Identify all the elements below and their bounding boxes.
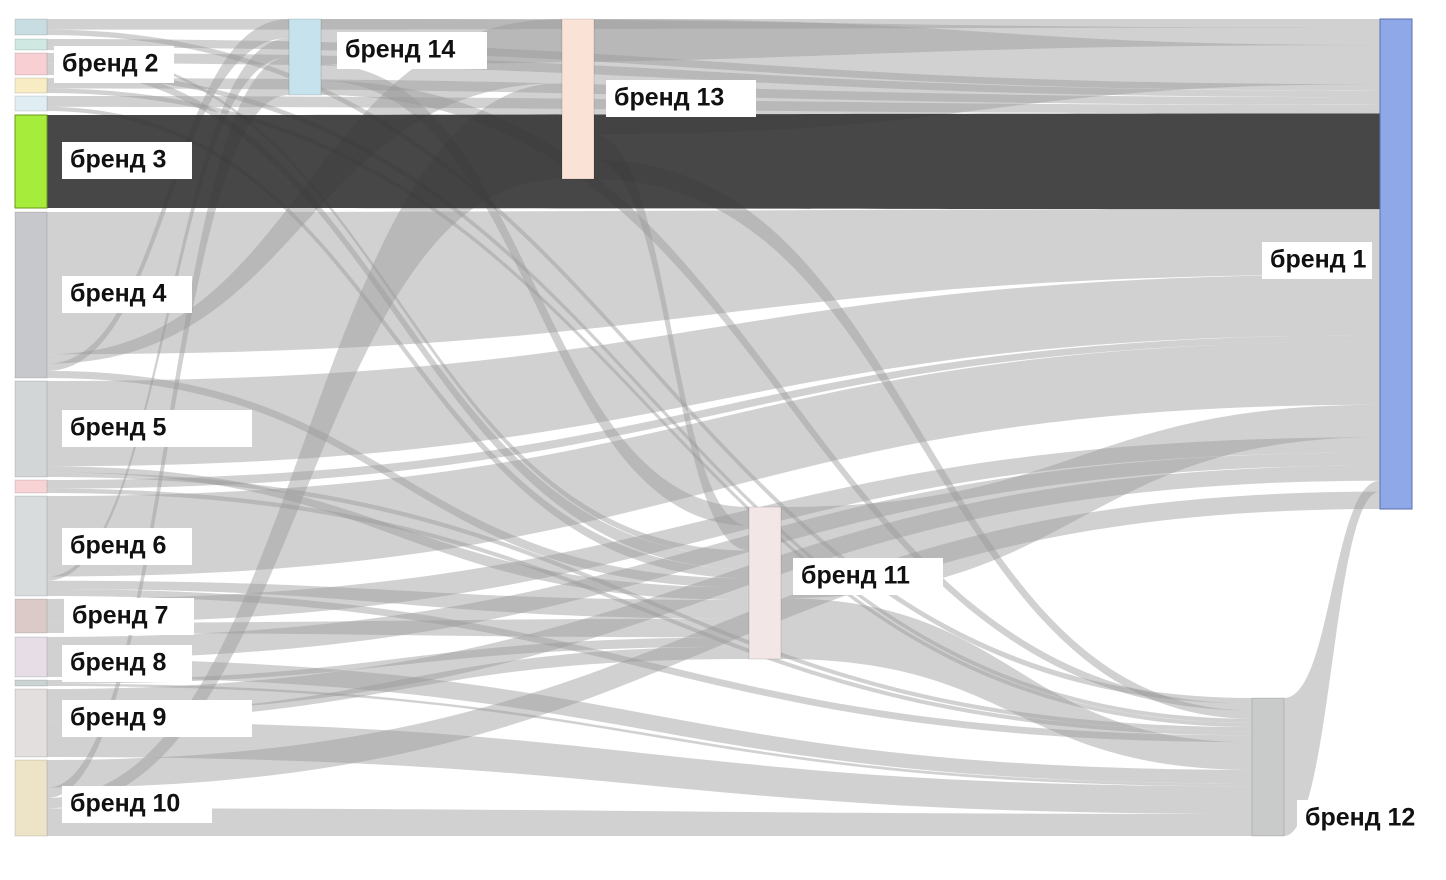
link-n10-to-n12[interactable] [47,808,1252,836]
node-label-bg-n10 [62,786,212,823]
node-u6[interactable] [14,679,48,687]
link-n4-to-n11[interactable] [47,370,749,588]
link-n12-to-n1[interactable] [1284,480,1380,836]
node-n7[interactable] [14,598,48,634]
node-label-bg-n8 [62,645,192,682]
node-label-n5: бренд 5 [70,414,167,442]
link-n13-to-n11[interactable] [594,134,749,551]
link-n13-to-n1[interactable] [594,19,1380,135]
node-label-n12: бренд 12 [1305,804,1415,832]
node-label-bg-n5 [62,410,252,447]
link-n8-to-n12[interactable] [47,658,1252,784]
link-u4-to-n11[interactable] [47,106,749,579]
node-u1[interactable] [14,18,48,36]
node-label-bg-n2 [54,46,174,83]
link-n13-to-n12[interactable] [594,159,1252,719]
node-n11[interactable] [748,506,782,660]
link-n7-to-n11[interactable] [47,618,749,638]
node-n13[interactable] [561,18,595,180]
node-n1[interactable] [1379,18,1413,510]
link-n9-to-n12[interactable] [47,721,1252,814]
link-n3-to-n1[interactable] [47,113,1380,210]
link-n6-to-n11[interactable] [47,580,749,619]
node-label-bg-n7 [64,598,194,635]
link-n10-to-n13[interactable] [47,83,562,809]
node-label-bg-n4 [62,276,192,313]
link-u6-to-n12[interactable] [47,683,1252,787]
node-n8[interactable] [14,636,48,678]
node-label-n14: бренд 14 [345,36,455,64]
node-n14[interactable] [288,18,322,96]
link-n7-to-n1[interactable] [47,437,1380,623]
link-n8-to-n1[interactable] [47,452,1380,659]
node-label-bg-n13 [606,80,756,117]
node-n4[interactable] [14,211,48,379]
link-n2-to-n11[interactable] [47,63,749,570]
node-n2[interactable] [14,52,48,76]
link-u1-to-n12[interactable] [47,29,1252,704]
node-label-n1: бренд 1 [1270,246,1367,274]
node-label-bg-n14 [337,32,487,69]
node-u4[interactable] [14,95,48,112]
node-label-n8: бренд 8 [70,649,167,677]
node-label-n3: бренд 3 [70,146,166,174]
link-n5-to-n12[interactable] [47,472,1252,732]
node-n9[interactable] [14,688,48,758]
node-label-bg-n12 [1297,800,1427,837]
node-label-n9: бренд 9 [70,704,166,732]
node-label-n6: бренд 6 [70,532,166,560]
node-u3[interactable] [14,77,48,94]
link-n9-to-n11[interactable] [47,646,749,722]
node-label-bg-n6 [62,528,192,565]
link-n10-to-n1[interactable] [47,491,1380,788]
node-u2[interactable] [14,38,48,51]
link-n5-to-n1[interactable] [47,274,1380,467]
link-u1-to-n1[interactable] [47,19,1380,30]
link-u2-to-n11[interactable] [47,47,749,557]
node-label-n7: бренд 7 [72,602,168,630]
node-label-bg-n11 [793,558,943,595]
link-u2-to-n1[interactable] [47,39,1380,91]
node-n10[interactable] [14,759,48,837]
link-u6-to-n11[interactable] [47,637,749,684]
node-label-n4: бренд 4 [70,280,167,308]
link-n9-to-n1[interactable] [47,465,1380,715]
link-n4-to-n1[interactable] [47,209,1380,355]
link-n5-to-n11[interactable] [47,466,749,601]
link-n6-to-n1[interactable] [47,341,1380,577]
node-label-n11: бренд 11 [801,562,910,590]
node-label-n13: бренд 13 [614,84,724,112]
node-label-n10: бренд 10 [70,790,180,818]
link-n6-to-n12[interactable] [47,589,1252,743]
node-label-n2: бренд 2 [62,50,158,78]
node-n6[interactable] [14,495,48,597]
link-u5-to-n12[interactable] [47,488,1252,736]
link-n11-to-n12[interactable] [781,598,1252,770]
node-label-bg-n9 [62,700,252,737]
link-n14-to-n11[interactable] [321,64,749,526]
link-u5-to-n1[interactable] [47,335,1380,489]
link-n2-to-n12[interactable] [47,69,1252,723]
node-n12[interactable] [1251,697,1285,837]
node-label-bg-n3 [62,142,192,179]
nodes-layer [14,18,1413,837]
node-n5[interactable] [14,380,48,478]
node-u5[interactable] [14,479,48,494]
link-n11-to-n1[interactable] [781,404,1380,599]
node-label-bg-n1 [1262,242,1372,279]
link-u3-to-n12[interactable] [47,88,1252,727]
link-n14-to-n12[interactable] [321,80,1252,711]
labels-layer: бренд 1 бренд 2 бренд 3 бренд 4 бренд 5 бренд… [54,32,1427,837]
node-n3[interactable] [14,114,48,209]
